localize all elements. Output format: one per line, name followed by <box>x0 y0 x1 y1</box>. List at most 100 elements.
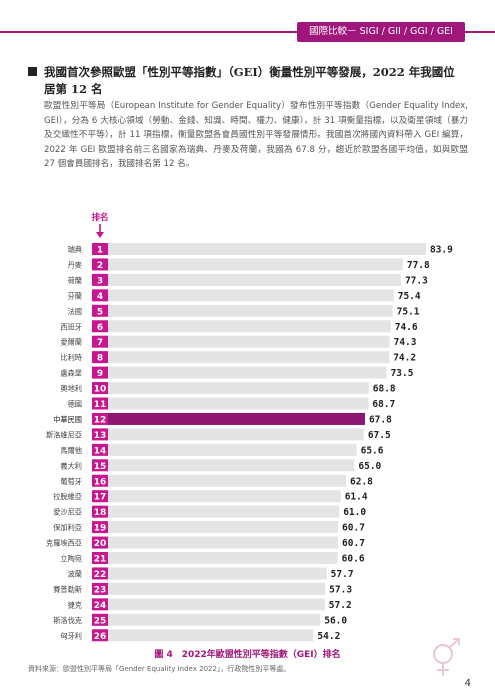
heading-bullet-icon <box>28 67 37 76</box>
value-label-16: 62.8 <box>350 476 373 487</box>
value-label-6: 74.6 <box>395 322 418 333</box>
bar-19 <box>108 521 339 534</box>
bar-10 <box>108 382 369 395</box>
value-label-23: 57.3 <box>329 584 352 595</box>
country-label-7: 愛爾蘭 <box>60 338 82 347</box>
value-label-24: 57.2 <box>329 600 352 611</box>
rank-label-21: 21 <box>94 555 107 565</box>
bar-6 <box>108 320 391 333</box>
value-label-3: 77.3 <box>405 275 428 286</box>
rank-badge-16 <box>92 474 108 487</box>
bar-25 <box>108 613 321 626</box>
rank-label-7: 7 <box>97 338 103 348</box>
rank-label-18: 18 <box>94 508 107 518</box>
bar-9 <box>108 366 387 379</box>
rank-badge-17 <box>92 490 108 503</box>
country-label-14: 馬爾他 <box>60 446 82 455</box>
rank-badge-3 <box>92 273 108 286</box>
rank-badge-13 <box>92 428 108 441</box>
rank-badge-25 <box>92 613 108 626</box>
rank-badge-6 <box>92 320 108 333</box>
country-label-25: 斯洛伐克 <box>53 616 82 625</box>
country-label-23: 賽普勒斯 <box>53 585 82 594</box>
rank-label-10: 10 <box>94 385 107 395</box>
country-label-4: 芬蘭 <box>68 291 82 300</box>
country-label-1: 瑞典 <box>68 245 82 254</box>
rank-label-19: 19 <box>94 524 107 534</box>
value-label-11: 68.7 <box>372 399 395 410</box>
bar-12 <box>108 412 365 425</box>
value-label-22: 57.7 <box>331 569 354 580</box>
bar-13 <box>108 428 364 441</box>
header-line <box>0 31 495 33</box>
bar-1 <box>108 243 426 255</box>
value-label-5: 75.1 <box>397 306 420 317</box>
country-label-18: 愛沙尼亞 <box>53 508 82 517</box>
value-label-9: 73.5 <box>391 368 414 379</box>
bar-2 <box>108 258 403 271</box>
value-label-8: 74.2 <box>393 353 416 364</box>
rank-badge-21 <box>92 552 108 564</box>
value-label-26: 54.2 <box>317 631 340 642</box>
rank-badge-22 <box>92 567 108 580</box>
rank-label-4: 4 <box>97 292 103 302</box>
rank-badge-20 <box>92 536 108 549</box>
rank-label-23: 23 <box>94 585 107 595</box>
rank-badge-7 <box>92 335 108 348</box>
page-number: 4 <box>464 678 471 689</box>
country-label-10: 奧地利 <box>60 384 82 393</box>
country-label-2: 丹麥 <box>68 260 82 269</box>
value-label-21: 60.6 <box>342 554 365 565</box>
value-label-4: 75.4 <box>398 291 421 302</box>
rank-label-16: 16 <box>94 477 107 487</box>
rank-label-3: 3 <box>97 276 103 286</box>
country-label-20: 克羅埃西亞 <box>46 539 82 548</box>
value-label-1: 83.9 <box>430 245 453 256</box>
value-label-17: 61.4 <box>345 492 368 503</box>
rank-label-12: 12 <box>94 415 107 425</box>
rank-badge-19 <box>92 521 108 534</box>
rank-badge-5 <box>92 304 108 317</box>
gei-ranking-chart: 排名 1 瑞典 83.9 2 丹麥 77.8 3 荷蘭 77.3 4 芬蘭 75.4 5 法國 75.1 6 西班… <box>46 212 453 642</box>
rank-badge-24 <box>92 598 108 611</box>
header-tab: 國際比較－ SIGI / GII / GGI / GEI <box>297 22 465 42</box>
country-label-13: 斯洛維尼亞 <box>46 430 82 439</box>
bar-3 <box>108 273 401 286</box>
country-label-9: 盧森堡 <box>60 369 82 378</box>
rank-label-24: 24 <box>94 601 107 611</box>
rank-badge-23 <box>92 582 108 595</box>
value-label-18: 61.0 <box>343 507 366 518</box>
bar-17 <box>108 490 341 503</box>
country-label-11: 德國 <box>68 400 82 409</box>
rank-badge-12 <box>92 412 108 425</box>
value-label-25: 56.0 <box>324 615 347 626</box>
rank-label-14: 14 <box>94 446 107 456</box>
country-label-8: 比利時 <box>60 353 82 362</box>
value-label-7: 74.3 <box>394 337 417 348</box>
bar-20 <box>108 536 339 549</box>
rank-label-5: 5 <box>97 307 103 317</box>
header-bar: 國際比較－ SIGI / GII / GGI / GEI <box>0 22 495 42</box>
country-label-3: 荷蘭 <box>68 276 82 285</box>
value-label-2: 77.8 <box>407 260 430 271</box>
rank-badge-26 <box>92 629 108 642</box>
bar-26 <box>108 629 314 642</box>
country-label-21: 立陶宛 <box>60 554 82 563</box>
value-label-10: 68.8 <box>373 384 396 395</box>
rank-label-13: 13 <box>94 431 107 441</box>
value-label-20: 60.7 <box>342 538 365 549</box>
rank-badge-4 <box>92 289 108 302</box>
source-note: 資料來源：歐盟性別平等局「Gender Equality Index 2022」… <box>28 665 291 673</box>
value-label-13: 67.5 <box>368 430 391 441</box>
rank-label-6: 6 <box>97 323 103 333</box>
country-label-22: 波蘭 <box>68 569 82 578</box>
value-label-12: 67.8 <box>369 414 392 425</box>
rank-badge-2 <box>92 258 108 271</box>
bar-8 <box>108 351 390 364</box>
country-label-6: 西班牙 <box>60 322 82 331</box>
section-heading: 我國首次參照歐盟「性別平等指數」（GEI）衡量性別平等發展，2022 年我國位居… <box>44 65 455 96</box>
value-label-14: 65.6 <box>361 445 384 456</box>
country-label-15: 義大利 <box>60 461 82 470</box>
rank-label-26: 26 <box>94 632 107 642</box>
country-label-12: 中華民國 <box>53 415 82 424</box>
